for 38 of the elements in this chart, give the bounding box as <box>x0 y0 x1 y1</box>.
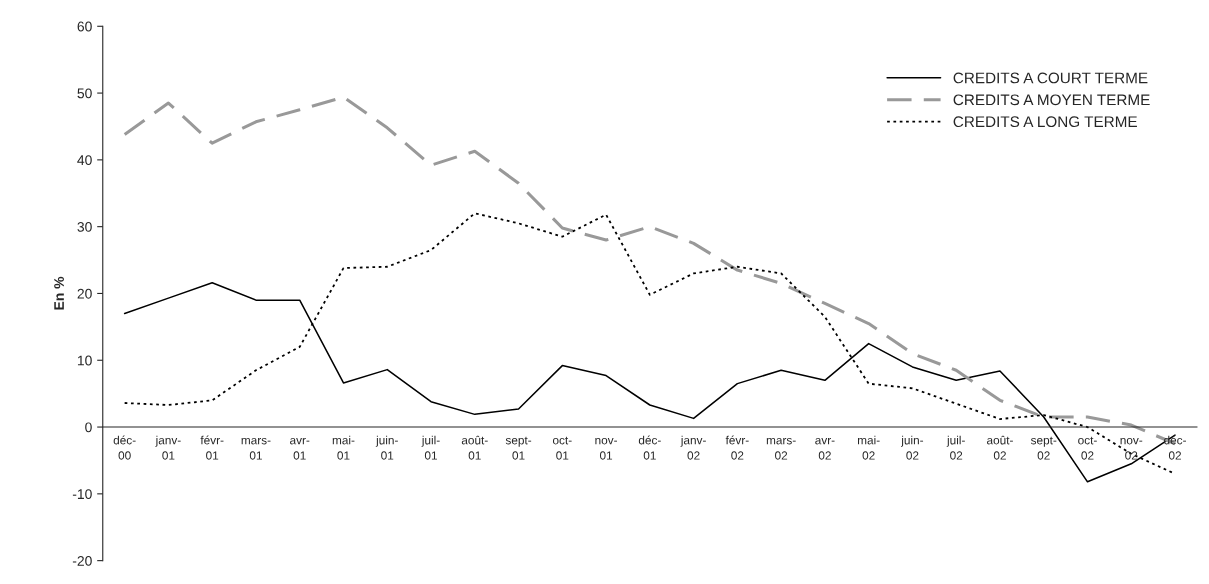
y-tick-label: 60 <box>77 21 92 32</box>
x-tick-label: juil-02 <box>946 435 965 460</box>
x-tick-label: nov-02 <box>1120 437 1143 460</box>
y-tick-label: 50 <box>77 88 92 99</box>
x-tick-label: janv-02 <box>680 435 706 460</box>
legend-label: CREDITS A COURT TERME <box>953 72 1148 84</box>
x-tick-label: janv-01 <box>155 435 181 460</box>
x-tick-label: févr-01 <box>200 435 224 460</box>
y-tick-label: 0 <box>85 422 92 433</box>
x-tick-label: avr-02 <box>815 437 835 460</box>
x-tick-label: oct-01 <box>552 436 572 460</box>
x-tick-label: avr-01 <box>290 437 310 460</box>
legend-label: CREDITS A MOYEN TERME <box>953 94 1150 106</box>
legend-label: CREDITS A LONG TERME <box>953 116 1137 128</box>
x-tick-label: mars-02 <box>766 437 796 460</box>
x-tick-label: déc-01 <box>638 435 661 460</box>
x-tick-label: mai-02 <box>857 435 880 460</box>
y-axis-title: En % <box>54 276 64 310</box>
x-tick-label: juin-01 <box>375 435 398 460</box>
x-tick-label: déc-02 <box>1164 435 1186 460</box>
x-tick-label: mars-01 <box>241 437 271 460</box>
x-tick-label: sept-02 <box>1030 436 1057 460</box>
x-tick-label: nov-01 <box>595 437 618 460</box>
x-tick-label: août-01 <box>461 435 488 460</box>
y-tick-label: 40 <box>77 155 92 166</box>
y-tick-label: 30 <box>77 222 92 232</box>
x-tick-label: juin-02 <box>900 435 924 460</box>
x-tick-label: déc-00 <box>113 435 136 460</box>
y-tick-label: -10 <box>72 489 92 500</box>
x-tick-label: févr-02 <box>725 435 749 460</box>
x-tick-label: mai-01 <box>332 435 355 460</box>
x-tick-label: août-02 <box>987 435 1013 460</box>
x-tick-label: oct-02 <box>1078 436 1097 460</box>
y-tick-label: 10 <box>77 355 92 366</box>
x-tick-label: sept-01 <box>505 436 532 460</box>
x-tick-label: juil-01 <box>421 435 440 460</box>
y-tick-label: -20 <box>72 555 92 566</box>
y-tick-label: 20 <box>77 288 92 299</box>
